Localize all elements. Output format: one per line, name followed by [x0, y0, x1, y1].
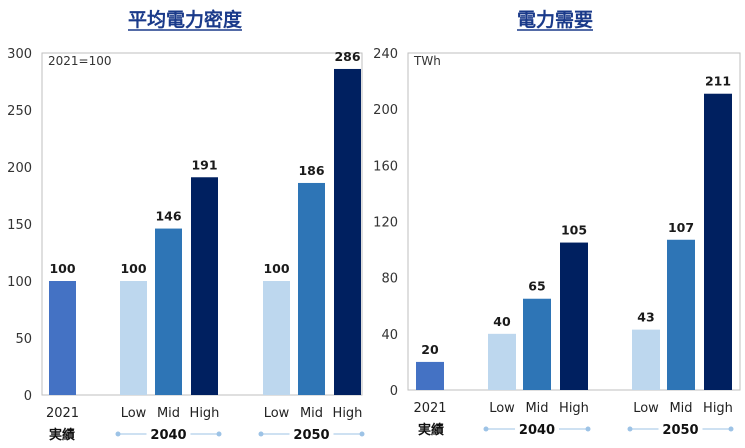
- group-connector-dot: [585, 426, 591, 432]
- data-label: 186: [298, 163, 324, 178]
- y-tick-label: 300: [7, 47, 32, 62]
- data-label: 286: [334, 49, 360, 64]
- data-label: 65: [528, 279, 545, 294]
- data-label: 100: [120, 261, 146, 276]
- category-label: Mid: [300, 406, 323, 421]
- group-connector-dot: [728, 426, 734, 432]
- data-label: 191: [191, 157, 217, 172]
- bar-2050-Mid: [667, 239, 695, 390]
- bar-2040-Mid: [523, 298, 551, 390]
- category-label: Low: [633, 401, 659, 416]
- data-label: 211: [705, 74, 731, 89]
- data-label: 105: [561, 223, 587, 238]
- group-connector-dot: [627, 426, 633, 432]
- y-tick-label: 200: [373, 103, 398, 118]
- bar-2040-Low: [488, 333, 516, 390]
- y-tick-label: 160: [373, 159, 398, 174]
- bar-2050-Low: [263, 281, 290, 395]
- bar-実績-2021: [416, 361, 444, 390]
- bar-実績-2021: [49, 281, 76, 395]
- y-tick-label: 120: [373, 216, 398, 231]
- category-label: Mid: [669, 401, 692, 416]
- group-connector-dot: [115, 431, 121, 437]
- chart-panel-2: 電力需要 0 40 80 120 160 200 240 TWh 20 2021 40 Low 65 Mid…: [373, 8, 741, 438]
- category-label: High: [559, 401, 589, 416]
- category-label: Low: [264, 406, 290, 421]
- group-label: 2050: [293, 428, 329, 443]
- y-tick-label: 40: [381, 328, 398, 343]
- group-label: 2040: [519, 423, 555, 438]
- group-label: 実績: [49, 427, 75, 443]
- chart-panel-1: 平均電力密度 0 50 100 150 200 250 300 2021=100 100 2021 1…: [7, 8, 365, 443]
- chart-title: 平均電力密度: [128, 8, 243, 31]
- bar-2040-High: [560, 242, 588, 390]
- y-tick-label: 100: [7, 275, 32, 290]
- category-label: 2021: [46, 406, 79, 421]
- bar-2040-High: [191, 177, 218, 395]
- y-tick-label: 150: [7, 218, 32, 233]
- unit-note: 2021=100: [48, 54, 112, 68]
- bar-2050-Low: [632, 329, 660, 390]
- group-label: 実績: [418, 422, 444, 438]
- category-label: High: [190, 406, 220, 421]
- group-label: 2040: [150, 428, 186, 443]
- group-connector-dot: [483, 426, 489, 432]
- bar-2050-High: [704, 93, 732, 391]
- y-tick-label: 0: [390, 384, 398, 399]
- data-label: 43: [637, 310, 654, 325]
- y-tick-label: 80: [381, 272, 398, 287]
- chart-title: 電力需要: [517, 8, 593, 31]
- category-label: Mid: [525, 401, 548, 416]
- bar-2040-Low: [120, 281, 147, 395]
- data-label: 100: [49, 261, 75, 276]
- category-label: Low: [489, 401, 515, 416]
- group-connector-dot: [216, 431, 222, 437]
- data-label: 107: [668, 220, 694, 235]
- category-label: 2021: [413, 401, 446, 416]
- group-connector-dot: [359, 431, 365, 437]
- y-tick-label: 240: [373, 47, 398, 62]
- group-connector-dot: [258, 431, 264, 437]
- group-label: 2050: [662, 423, 698, 438]
- bar-2050-High: [334, 68, 361, 396]
- category-label: High: [333, 406, 363, 421]
- category-label: Mid: [157, 406, 180, 421]
- category-label: Low: [121, 406, 147, 421]
- y-tick-label: 50: [15, 332, 32, 347]
- y-tick-label: 0: [24, 389, 32, 404]
- category-label: High: [703, 401, 733, 416]
- data-label: 20: [421, 342, 439, 357]
- y-tick-label: 250: [7, 104, 32, 119]
- y-tick-label: 200: [7, 161, 32, 176]
- data-label: 40: [493, 314, 511, 329]
- data-label: 146: [155, 209, 181, 224]
- bar-2050-Mid: [298, 182, 325, 395]
- unit-note: TWh: [413, 54, 441, 68]
- data-label: 100: [263, 261, 289, 276]
- bar-2040-Mid: [155, 228, 182, 395]
